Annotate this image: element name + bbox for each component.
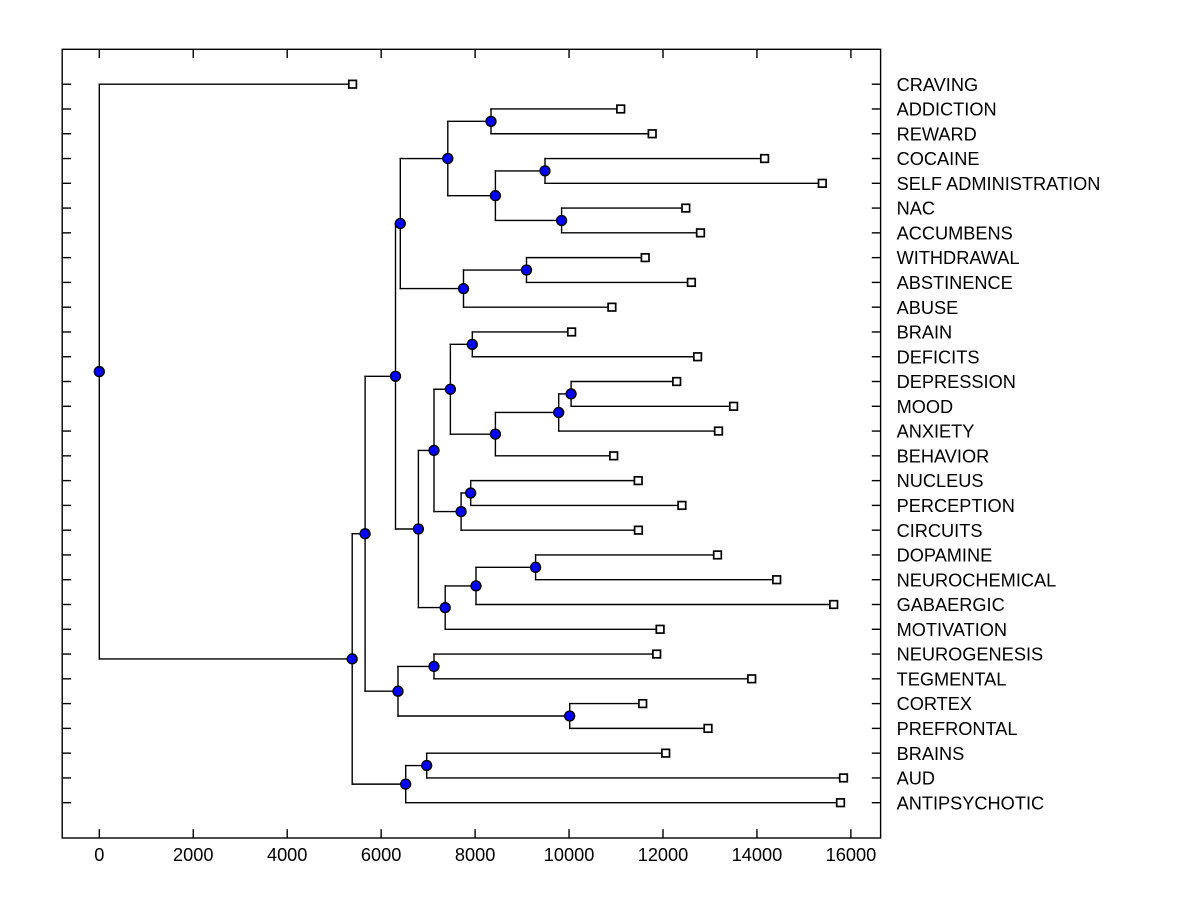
svg-text:TEGMENTAL: TEGMENTAL — [897, 669, 1007, 689]
svg-text:4000: 4000 — [267, 845, 307, 865]
svg-text:AUD: AUD — [897, 769, 935, 789]
svg-text:NEUROGENESIS: NEUROGENESIS — [897, 645, 1044, 665]
svg-text:MOOD: MOOD — [897, 397, 954, 417]
svg-text:DOPAMINE: DOPAMINE — [897, 546, 993, 566]
svg-text:ABSTINENCE: ABSTINENCE — [897, 273, 1013, 293]
svg-text:DEPRESSION: DEPRESSION — [897, 372, 1016, 392]
svg-text:12000: 12000 — [638, 845, 689, 865]
svg-text:ADDICTION: ADDICTION — [897, 100, 997, 120]
svg-text:BRAIN: BRAIN — [897, 323, 953, 343]
svg-text:COCAINE: COCAINE — [897, 149, 980, 169]
svg-text:ANXIETY: ANXIETY — [897, 422, 975, 442]
svg-text:NEUROCHEMICAL: NEUROCHEMICAL — [897, 570, 1057, 590]
svg-text:WITHDRAWAL: WITHDRAWAL — [897, 248, 1020, 268]
svg-text:2000: 2000 — [173, 845, 213, 865]
svg-text:BRAINS: BRAINS — [897, 744, 965, 764]
svg-text:PERCEPTION: PERCEPTION — [897, 496, 1015, 516]
svg-text:NUCLEUS: NUCLEUS — [897, 471, 984, 491]
svg-text:ACCUMBENS: ACCUMBENS — [897, 223, 1013, 243]
svg-text:10000: 10000 — [544, 845, 595, 865]
svg-text:PREFRONTAL: PREFRONTAL — [897, 719, 1018, 739]
svg-text:CORTEX: CORTEX — [897, 694, 972, 714]
svg-text:8000: 8000 — [455, 845, 495, 865]
svg-text:MOTIVATION: MOTIVATION — [897, 620, 1007, 640]
svg-text:BEHAVIOR: BEHAVIOR — [897, 446, 990, 466]
svg-text:16000: 16000 — [826, 845, 877, 865]
svg-text:CRAVING: CRAVING — [897, 75, 979, 95]
svg-text:CIRCUITS: CIRCUITS — [897, 521, 983, 541]
svg-text:ABUSE: ABUSE — [897, 298, 959, 318]
svg-text:14000: 14000 — [732, 845, 783, 865]
svg-text:GABAERGIC: GABAERGIC — [897, 595, 1005, 615]
svg-text:ANTIPSYCHOTIC: ANTIPSYCHOTIC — [897, 793, 1045, 813]
svg-text:NAC: NAC — [897, 199, 935, 219]
svg-text:REWARD: REWARD — [897, 124, 977, 144]
svg-text:0: 0 — [94, 845, 104, 865]
svg-text:DEFICITS: DEFICITS — [897, 347, 980, 367]
svg-text:6000: 6000 — [361, 845, 401, 865]
svg-text:SELF ADMINISTRATION: SELF ADMINISTRATION — [897, 174, 1101, 194]
